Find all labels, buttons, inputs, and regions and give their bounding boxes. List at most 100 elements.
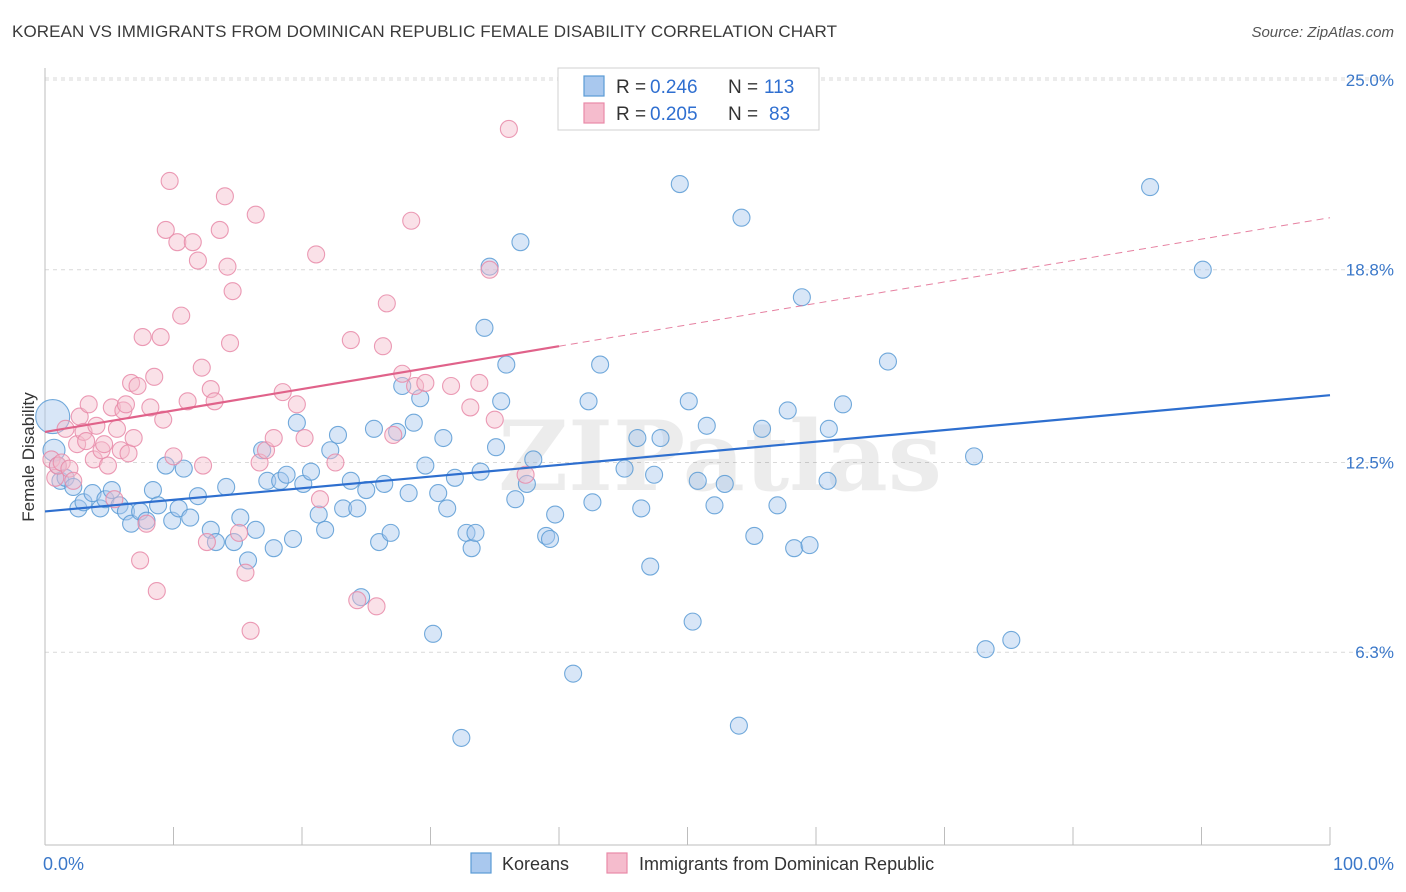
korean-point bbox=[878, 352, 898, 371]
korean-point bbox=[492, 392, 511, 411]
korean-point bbox=[328, 425, 348, 445]
dominican-point bbox=[116, 395, 136, 414]
korean-point bbox=[819, 419, 838, 438]
korean-point bbox=[341, 471, 360, 490]
korean-point bbox=[688, 471, 707, 490]
korean-point bbox=[475, 318, 494, 337]
dominican-point bbox=[124, 428, 143, 448]
korean-r-label: R = bbox=[616, 77, 646, 98]
dominican-r-label: R = bbox=[616, 104, 646, 125]
dominican-point bbox=[236, 563, 255, 582]
korean-point bbox=[122, 514, 141, 533]
dominican-point bbox=[105, 490, 124, 509]
dominican-point bbox=[102, 398, 121, 417]
dominican-point bbox=[147, 581, 166, 601]
korean-point bbox=[683, 612, 702, 631]
dominican-point bbox=[287, 395, 306, 414]
korean-point bbox=[976, 640, 995, 659]
dominican-point bbox=[310, 490, 330, 509]
korean-point bbox=[591, 355, 610, 374]
dominican-point bbox=[156, 220, 175, 239]
korean-point bbox=[452, 728, 471, 747]
korean-point bbox=[364, 419, 384, 438]
korean-point bbox=[434, 428, 453, 448]
dominican-point bbox=[188, 251, 207, 270]
korean-point bbox=[143, 480, 162, 500]
dominican-point bbox=[307, 245, 326, 264]
korean-point bbox=[965, 447, 984, 466]
stats-legend: R = 0.246 N = 113 R = 0.205 N = 83 bbox=[557, 67, 820, 131]
dominican-point bbox=[197, 533, 216, 552]
dominican-point bbox=[164, 447, 183, 466]
dominican-point bbox=[384, 425, 403, 445]
korean-point bbox=[615, 459, 634, 478]
korean-point bbox=[416, 456, 435, 475]
korean-point bbox=[511, 233, 530, 252]
korean-point bbox=[181, 508, 200, 527]
dominican-point bbox=[348, 591, 367, 610]
dominican-point bbox=[402, 211, 421, 230]
korean-point bbox=[404, 413, 423, 432]
dominican-point bbox=[183, 233, 202, 252]
dominican-point bbox=[145, 367, 164, 386]
dominican-point bbox=[160, 171, 179, 191]
y-tick-label-3: 25.0% bbox=[1346, 71, 1394, 90]
trend-lines bbox=[44, 217, 1331, 513]
korean-point bbox=[1193, 260, 1212, 279]
korean-point bbox=[264, 539, 283, 558]
korean-point bbox=[800, 536, 819, 555]
y-tick-label-0: 6.3% bbox=[1355, 643, 1394, 662]
korean-point bbox=[309, 505, 328, 524]
korean-point bbox=[679, 392, 698, 411]
korean-point bbox=[316, 520, 335, 539]
korean-point bbox=[424, 624, 443, 643]
korean-point bbox=[224, 533, 243, 552]
y-axis-title: Female Disability bbox=[19, 392, 38, 522]
dominican-point bbox=[168, 233, 187, 252]
korean-trend-line bbox=[44, 394, 1331, 513]
dominican-point bbox=[131, 551, 150, 570]
dominican-point bbox=[220, 334, 240, 353]
korean-point bbox=[283, 529, 303, 549]
korean-point bbox=[517, 474, 536, 493]
dominican-point bbox=[295, 428, 314, 448]
korean-n-value: 113 bbox=[764, 77, 794, 98]
dominican-point bbox=[218, 257, 237, 276]
korean-point bbox=[246, 520, 265, 539]
korean-point bbox=[645, 465, 664, 484]
korean-point bbox=[217, 477, 236, 497]
korean-point bbox=[466, 523, 485, 542]
dominican-point bbox=[223, 282, 242, 301]
korean-point bbox=[462, 539, 481, 558]
korean-points bbox=[35, 174, 1212, 747]
korean-point bbox=[628, 428, 647, 448]
korean-point bbox=[1141, 178, 1160, 197]
dominican-point bbox=[499, 119, 518, 139]
dominican-point bbox=[416, 373, 435, 392]
korean-point bbox=[632, 499, 651, 518]
korean-point bbox=[438, 499, 457, 518]
dominican-point bbox=[326, 453, 345, 472]
korean-point bbox=[752, 419, 772, 438]
dominican-point bbox=[241, 621, 260, 640]
dominican-point bbox=[442, 376, 461, 396]
korean-point bbox=[375, 474, 394, 493]
dominican-point bbox=[107, 419, 127, 438]
korean-point bbox=[174, 459, 193, 478]
dominican-point bbox=[77, 432, 96, 451]
dominican-point bbox=[98, 456, 118, 475]
dominican-point bbox=[367, 597, 386, 616]
korean-point bbox=[546, 505, 565, 524]
korean-point bbox=[583, 493, 602, 512]
dominican-point bbox=[246, 205, 265, 224]
dominican-point bbox=[341, 331, 360, 350]
korean-point bbox=[381, 523, 400, 542]
dominican-point bbox=[205, 392, 224, 411]
dominican-point bbox=[87, 416, 106, 435]
korean-point bbox=[792, 288, 811, 307]
dominican-point bbox=[210, 220, 229, 239]
korean-point bbox=[641, 557, 660, 576]
dominican-point bbox=[178, 392, 197, 411]
korean-point bbox=[348, 499, 367, 518]
